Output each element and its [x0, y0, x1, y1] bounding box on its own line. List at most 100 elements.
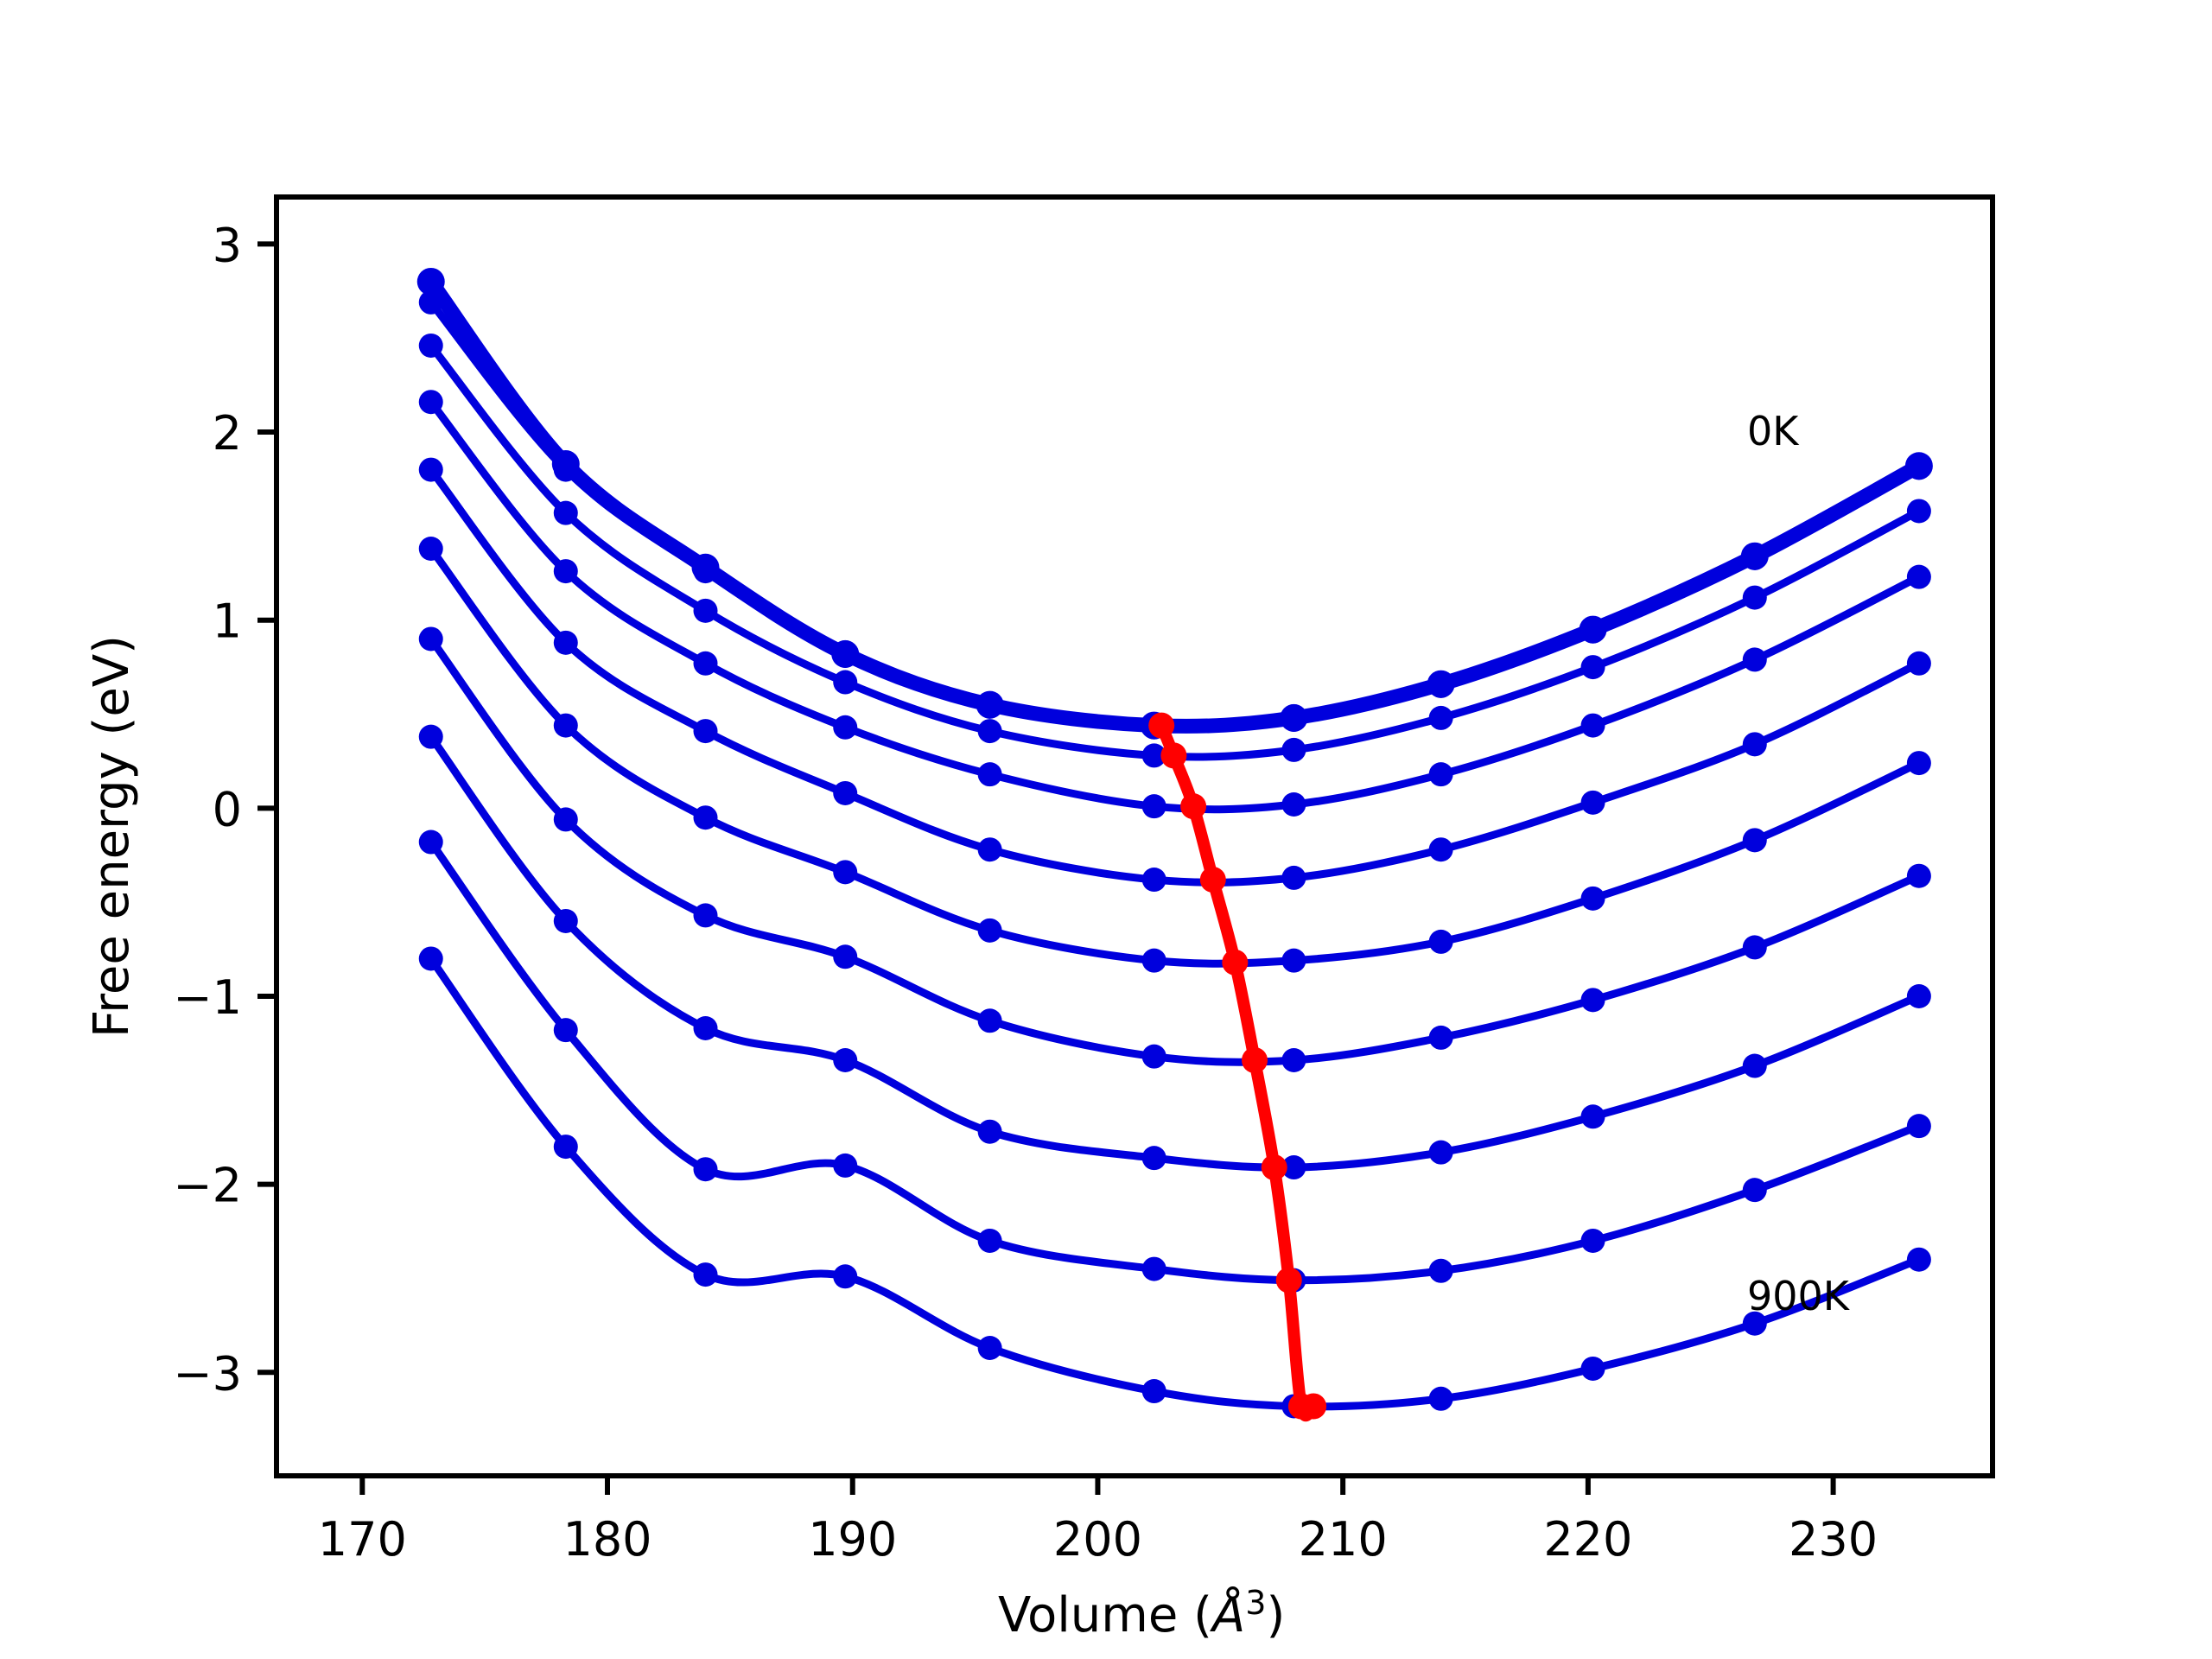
series-curve: [418, 724, 1931, 1180]
data-point-marker: [1141, 948, 1166, 973]
data-point-marker: [1428, 1140, 1453, 1165]
annotation-0k: 0K: [1747, 408, 1800, 454]
data-point-marker: [553, 807, 578, 832]
data-point-marker: [418, 537, 443, 561]
data-point-marker: [1906, 651, 1931, 676]
data-point-marker: [1906, 455, 1931, 480]
data-point-marker: [1580, 1104, 1605, 1129]
data-point-marker: [1428, 673, 1453, 698]
x-axis-title-close: ): [1266, 1587, 1285, 1643]
x-axis-ticks: 170 180 190 200 210 220 230: [318, 1476, 1878, 1567]
data-point-marker: [977, 1228, 1002, 1253]
data-point-marker: [833, 944, 858, 969]
data-point-marker: [1281, 1048, 1306, 1072]
data-point-marker: [1141, 1379, 1166, 1404]
data-point-marker: [1906, 863, 1931, 888]
data-point-marker: [833, 1264, 858, 1289]
data-point-marker: [693, 559, 718, 584]
x-axis-title-exponent: 3: [1245, 1584, 1266, 1622]
data-point-marker: [1580, 1356, 1605, 1381]
data-point-marker: [1428, 705, 1453, 730]
data-point-marker: [1281, 737, 1306, 762]
x-axis-title-main: Volume (: [998, 1587, 1212, 1643]
data-point-marker: [977, 1119, 1002, 1144]
minima-point-marker: [1180, 793, 1207, 820]
data-point-marker: [1281, 948, 1306, 973]
data-point-marker: [1281, 1155, 1306, 1180]
x-tick-label: 200: [1053, 1512, 1142, 1567]
data-point-marker: [418, 289, 443, 315]
y-tick-label: 0: [213, 782, 242, 836]
data-point-marker: [1141, 743, 1166, 768]
data-point-marker: [1428, 837, 1453, 862]
data-point-marker: [553, 559, 578, 584]
data-point-marker: [1580, 886, 1605, 911]
data-point-marker: [1580, 713, 1605, 738]
series-curve: [418, 830, 1931, 1293]
data-point-marker: [693, 903, 718, 928]
data-point-marker: [833, 860, 858, 885]
data-point-marker: [977, 719, 1002, 744]
data-point-marker: [1141, 1256, 1166, 1281]
y-tick-label: −2: [173, 1159, 242, 1213]
data-point-marker: [1141, 868, 1166, 893]
x-axis-title: Volume (Å3): [998, 1584, 1285, 1643]
data-point-marker: [1742, 1053, 1767, 1078]
data-point-marker: [977, 918, 1002, 943]
data-point-marker: [977, 694, 1002, 719]
data-point-marker: [1742, 935, 1767, 960]
data-point-marker: [833, 715, 858, 740]
minima-point-marker: [1275, 1267, 1302, 1294]
data-point-marker: [1906, 1247, 1931, 1272]
data-point-marker: [553, 908, 578, 933]
series-curve: [418, 457, 1931, 893]
data-point-marker: [693, 651, 718, 676]
y-axis-title: Free energy (eV): [84, 635, 140, 1038]
data-point-marker: [418, 830, 443, 855]
data-point-marker: [1906, 751, 1931, 776]
y-tick-label: −1: [173, 970, 242, 1025]
x-tick-label: 180: [563, 1512, 652, 1567]
series-curve: [418, 626, 1931, 1072]
data-point-marker: [693, 598, 718, 623]
data-point-marker: [1141, 794, 1166, 819]
data-point-marker: [1428, 762, 1453, 787]
data-point-marker: [977, 837, 1002, 862]
data-point-marker: [693, 1016, 718, 1040]
data-point-marker: [553, 630, 578, 655]
data-point-marker: [1580, 988, 1605, 1013]
series-line: [427, 954, 1923, 1411]
x-tick-label: 220: [1543, 1512, 1632, 1567]
minima-point-marker: [1148, 712, 1175, 739]
data-point-marker: [693, 719, 718, 744]
x-tick-label: 230: [1789, 1512, 1878, 1567]
data-point-marker: [1428, 1025, 1453, 1050]
svg-text:Volume (Å3): Volume (Å3): [998, 1584, 1285, 1643]
x-tick-label: 190: [808, 1512, 897, 1567]
minima-point-marker: [1222, 949, 1249, 976]
series-layer: [416, 267, 1933, 1419]
data-point-marker: [1742, 828, 1767, 853]
y-axis-ticks: 3 2 1 0 −1 −2 −3: [173, 218, 276, 1401]
data-point-marker: [1742, 1311, 1767, 1336]
minima-layer: [1148, 712, 1327, 1422]
data-point-marker: [1428, 1258, 1453, 1283]
data-point-marker: [693, 1262, 718, 1287]
data-point-marker: [1906, 1114, 1931, 1139]
series-curve: [418, 333, 1931, 768]
minima-point-marker: [1160, 742, 1187, 769]
data-point-marker: [418, 333, 443, 358]
data-point-marker: [416, 267, 445, 296]
data-point-marker: [553, 1018, 578, 1043]
data-point-marker: [1906, 564, 1931, 589]
data-point-marker: [1906, 984, 1931, 1008]
x-tick-label: 170: [318, 1512, 407, 1567]
data-point-marker: [418, 724, 443, 749]
data-point-marker: [977, 762, 1002, 787]
data-point-marker: [1580, 655, 1605, 680]
axes-frame: [274, 194, 1995, 1478]
data-point-marker: [833, 644, 858, 669]
data-point-marker: [1580, 790, 1605, 815]
